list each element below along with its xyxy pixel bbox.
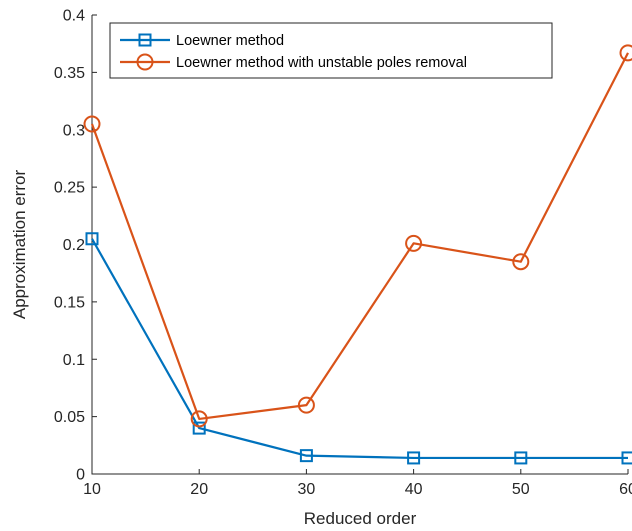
legend-label: Loewner method with unstable poles remov… [176, 55, 467, 71]
series-1 [85, 232, 632, 465]
x-axis-label: Reduced order [304, 509, 417, 528]
circle-marker [405, 234, 423, 252]
x-tick-label: 60 [619, 481, 632, 498]
x-tick-label: 20 [190, 481, 208, 498]
y-tick-label: 0.4 [63, 8, 85, 25]
legend-label: Loewner method [176, 33, 284, 49]
y-tick-label: 0.1 [63, 352, 85, 369]
square-marker [192, 421, 206, 435]
legend-marker [138, 33, 152, 47]
series-layer [83, 44, 632, 465]
circle-marker [190, 410, 208, 428]
axis-lines [91, 15, 628, 475]
legend-entry: Loewner method with unstable poles remov… [120, 53, 467, 71]
y-axis-label: Approximation error [10, 170, 29, 320]
circle-marker [83, 115, 101, 133]
circle-marker [512, 253, 530, 271]
axis-ticks: 10 20 30 40 50 60 0 0.05 0.1 0.15 0.2 0.25 0.3 0.35 0.… [54, 8, 632, 499]
series-line [91, 238, 628, 460]
legend: Loewner method Loewner method with unstab… [109, 22, 553, 79]
x-tick-label: 30 [298, 481, 316, 498]
circle-marker [297, 396, 315, 414]
x-tick-label: 40 [405, 481, 423, 498]
square-marker [85, 232, 99, 246]
y-tick-label: 0.25 [54, 180, 85, 197]
y-tick-label: 0.35 [54, 65, 85, 82]
x-tick-label: 10 [83, 481, 101, 498]
legend-marker [136, 53, 154, 71]
circle-marker [619, 44, 632, 62]
y-tick-label: 0.2 [63, 237, 85, 254]
square-marker [407, 451, 421, 465]
y-tick-label: 0.05 [54, 409, 85, 426]
square-marker [621, 451, 632, 465]
legend-entry: Loewner method [120, 33, 284, 49]
x-tick-label: 50 [512, 481, 530, 498]
square-marker [514, 451, 528, 465]
plot-area [91, 15, 628, 475]
y-tick-label: 0.15 [54, 294, 85, 311]
y-tick-label: 0 [76, 467, 85, 484]
legend-box [109, 22, 553, 79]
series-line [90, 52, 629, 421]
square-marker [299, 449, 313, 463]
series-2 [83, 44, 632, 428]
y-tick-label: 0.3 [63, 122, 85, 139]
